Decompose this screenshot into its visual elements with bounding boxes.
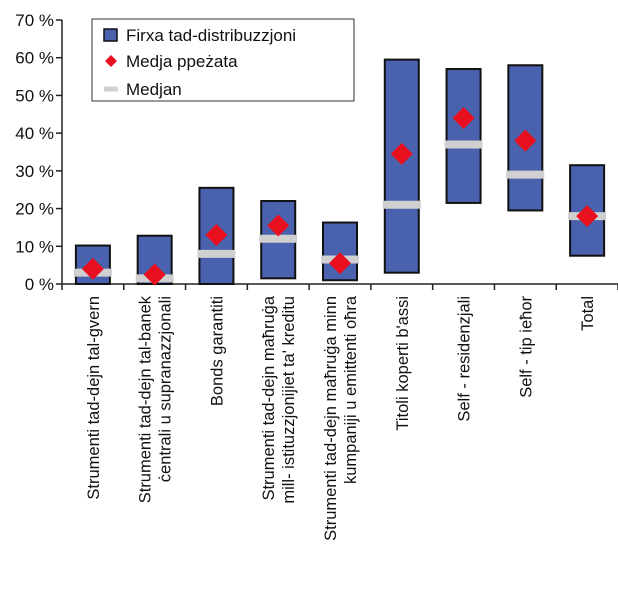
mean-marker <box>143 263 166 286</box>
category-label: kumpaniji u emittenti oħra <box>342 295 360 484</box>
y-tick-label: 60 % <box>15 49 54 68</box>
legend-label-median: Medjan <box>126 80 182 99</box>
mean-marker <box>205 223 228 246</box>
category-label: Titoli koperti b'assi <box>394 296 412 431</box>
legend-range-swatch <box>103 28 118 42</box>
x-ticks <box>61 284 618 290</box>
y-tick-label: 0 % <box>25 275 54 294</box>
mean-marker <box>452 107 475 130</box>
y-tick-label: 40 % <box>15 124 54 143</box>
mean-marker <box>81 257 104 280</box>
mean-marker <box>576 205 599 228</box>
y-tick-label: 70 % <box>15 11 54 30</box>
category-label: Strumenti tad-dejn tal-gvern <box>85 296 103 500</box>
mean-marker <box>514 129 537 152</box>
category-label: Self - residenzjali <box>456 296 474 422</box>
category-label: Strumenti tad-dejn maħruġa <box>260 295 278 500</box>
y-ticks: 0 % 10 % 20 % 30 % 40 % 50 % 60 % 70 % <box>15 11 62 294</box>
category-labels: Strumenti tad-dejn tal-gvern Strumenti ta… <box>85 295 597 541</box>
range-bar <box>445 68 482 204</box>
category-label: mill- istituzzjonijiet ta' kreditu <box>280 296 298 504</box>
range-bar <box>569 164 606 257</box>
mean-marker <box>267 214 290 237</box>
category-label: Strumenti tad-dejn tal-banek <box>137 295 155 503</box>
range-bar <box>383 58 420 274</box>
category-label: Total <box>579 296 597 331</box>
y-tick-label: 10 % <box>15 237 54 256</box>
category-label: ċentrali u supranazzjonali <box>157 296 175 482</box>
legend-label-range: Firxa tad-distribuzzjoni <box>126 26 296 45</box>
range-bars <box>74 58 606 286</box>
mean-marker <box>329 252 351 275</box>
legend: Firxa tad-distribuzzjoni Medja ppeżata M… <box>91 18 355 102</box>
y-tick-label: 50 % <box>15 86 54 105</box>
legend-label-mean: Medja ppeżata <box>126 52 238 71</box>
legend-box <box>91 18 355 102</box>
category-label: Bonds garantiti <box>208 296 226 406</box>
category-label: Self - tip ieħor <box>517 295 535 397</box>
y-tick-label: 20 % <box>15 200 54 219</box>
mean-marker <box>390 142 413 165</box>
legend-mean-diamond <box>105 55 117 67</box>
y-tick-label: 30 % <box>15 162 54 181</box>
mean-markers <box>81 107 599 286</box>
category-label: Strumenti tad-dejn maħruġa minn <box>322 296 340 541</box>
